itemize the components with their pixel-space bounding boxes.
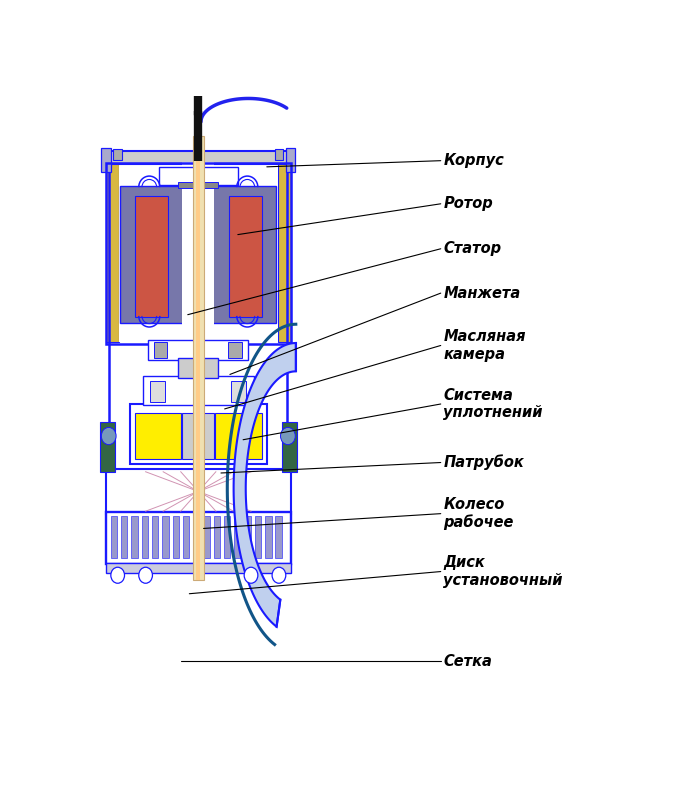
Bar xyxy=(106,162,119,342)
Bar xyxy=(154,342,167,358)
Circle shape xyxy=(244,567,258,583)
Bar xyxy=(255,516,261,558)
Text: Корпус: Корпус xyxy=(443,153,504,168)
Bar xyxy=(197,136,201,579)
Bar xyxy=(215,413,262,459)
Bar xyxy=(275,516,282,558)
Circle shape xyxy=(101,427,116,445)
Bar xyxy=(158,167,238,186)
Bar xyxy=(228,342,242,358)
Text: Колесо
рабочее: Колесо рабочее xyxy=(443,497,513,530)
Bar xyxy=(193,136,203,579)
Bar xyxy=(119,162,278,342)
Bar xyxy=(106,151,290,164)
Bar xyxy=(150,382,165,402)
Bar xyxy=(106,470,290,514)
Bar xyxy=(114,149,122,160)
Text: Система
уплотнений: Система уплотнений xyxy=(443,388,543,420)
Text: Статор: Статор xyxy=(443,242,501,256)
Text: Сетка: Сетка xyxy=(443,654,492,669)
Bar xyxy=(111,516,117,558)
Text: Диск
установочный: Диск установочный xyxy=(443,555,563,588)
Circle shape xyxy=(139,567,152,583)
Text: Масляная
камера: Масляная камера xyxy=(443,330,526,362)
Bar xyxy=(193,516,199,558)
Bar xyxy=(182,413,214,459)
Bar xyxy=(148,340,248,360)
Bar xyxy=(173,516,179,558)
Bar xyxy=(278,162,290,342)
Bar xyxy=(101,148,111,172)
Bar xyxy=(135,197,168,317)
Bar xyxy=(130,404,267,464)
Text: Патрубок: Патрубок xyxy=(443,454,524,470)
Bar xyxy=(224,516,231,558)
Text: Ротор: Ротор xyxy=(443,196,493,211)
Bar xyxy=(235,516,241,558)
Bar xyxy=(178,182,218,188)
Bar xyxy=(265,516,271,558)
Bar xyxy=(106,563,290,573)
Circle shape xyxy=(272,567,286,583)
Bar xyxy=(135,413,182,459)
Bar xyxy=(275,149,283,160)
Bar xyxy=(245,516,251,558)
Bar xyxy=(231,382,245,402)
Bar xyxy=(121,516,127,558)
Bar xyxy=(178,358,218,378)
Bar xyxy=(131,516,138,558)
Bar xyxy=(141,516,148,558)
Bar xyxy=(143,376,254,406)
Bar xyxy=(120,186,276,322)
Bar xyxy=(106,513,290,564)
Bar xyxy=(203,516,210,558)
Bar xyxy=(286,148,295,172)
Bar xyxy=(106,162,290,344)
Circle shape xyxy=(111,567,124,583)
Bar xyxy=(152,516,158,558)
Text: Манжета: Манжета xyxy=(443,286,521,301)
Bar xyxy=(163,516,169,558)
Polygon shape xyxy=(234,343,296,626)
Bar xyxy=(229,197,262,317)
Circle shape xyxy=(281,427,295,445)
Bar xyxy=(282,422,297,472)
Bar xyxy=(100,422,114,472)
Bar xyxy=(182,162,214,344)
Bar xyxy=(183,516,189,558)
Bar xyxy=(214,516,220,558)
